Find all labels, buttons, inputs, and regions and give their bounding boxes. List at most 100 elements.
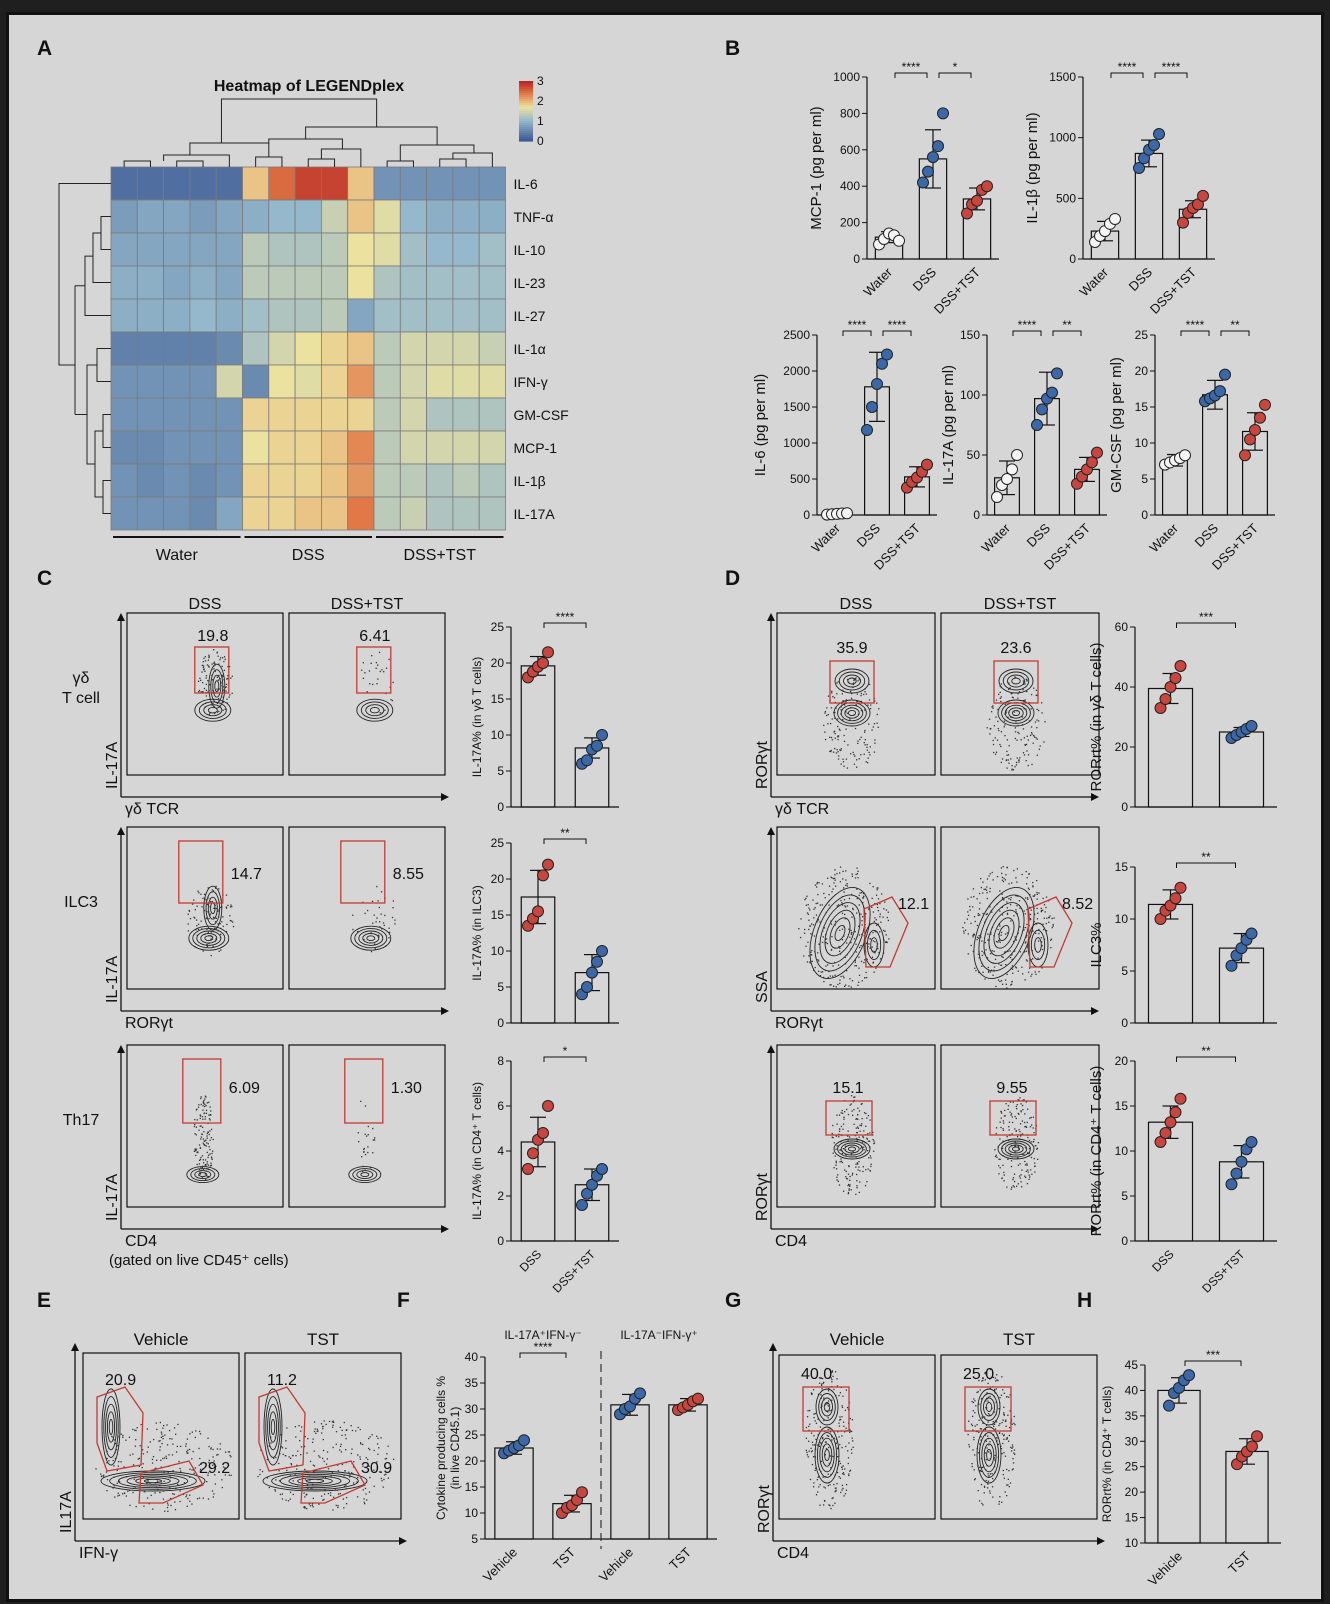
event-dot — [988, 970, 990, 972]
event-dot — [1011, 1157, 1013, 1159]
contour-line — [268, 1411, 278, 1443]
event-dot — [211, 1150, 214, 1152]
event-dot — [884, 901, 886, 903]
event-dot — [858, 981, 860, 983]
event-dot — [300, 1430, 302, 1432]
event-dot — [831, 1436, 833, 1438]
event-dot — [840, 899, 842, 902]
event-dot — [841, 1484, 844, 1487]
event-dot — [832, 1136, 834, 1139]
event-dot — [866, 749, 868, 751]
y-tick-label: 15 — [1125, 1511, 1139, 1525]
heatmap-cell — [163, 232, 191, 267]
x-tick-label: Vehicle — [1145, 1549, 1185, 1589]
event-dot — [987, 1437, 990, 1440]
event-dot — [845, 879, 847, 881]
event-dot — [850, 1095, 853, 1097]
heatmap-cell — [189, 199, 217, 234]
event-dot — [1024, 1126, 1026, 1128]
event-dot — [1015, 909, 1017, 911]
event-dot — [1003, 899, 1005, 901]
event-dot — [322, 1438, 324, 1441]
heatmap-cell — [373, 265, 401, 300]
y-tick-label: 0 — [497, 1016, 504, 1030]
event-dot — [218, 688, 220, 690]
event-dot — [174, 1508, 177, 1511]
event-dot — [366, 691, 368, 693]
event-dot — [266, 1458, 268, 1461]
event-dot — [819, 1426, 822, 1428]
x-tick-label: Water — [808, 520, 843, 555]
event-dot — [278, 1462, 280, 1465]
event-dot — [313, 1450, 315, 1452]
panel-label-a: A — [37, 37, 52, 60]
event-dot — [1035, 694, 1037, 697]
event-dot — [850, 1448, 853, 1451]
y-tick-label: 35 — [1125, 1409, 1139, 1423]
data-point — [1174, 881, 1187, 894]
contour-line — [1011, 677, 1021, 685]
event-dot — [849, 1428, 851, 1431]
event-dot — [377, 1437, 379, 1440]
event-dot — [997, 720, 999, 723]
heatmap-cell — [136, 298, 165, 333]
event-dot — [160, 1482, 163, 1484]
event-dot — [863, 906, 865, 909]
event-dot — [1002, 1120, 1005, 1122]
data-point — [1197, 189, 1209, 202]
event-dot — [382, 1486, 384, 1488]
event-dot — [857, 700, 859, 702]
event-dot — [201, 1133, 203, 1136]
event-dot — [1009, 899, 1012, 901]
event-dot — [203, 668, 205, 670]
flow-plot-frame — [288, 612, 446, 776]
y-tick-label: 0 — [1069, 252, 1076, 266]
event-dot — [841, 1468, 844, 1470]
event-dot — [197, 1106, 200, 1108]
event-dot — [849, 978, 851, 980]
event-dot — [1029, 967, 1031, 969]
event-dot — [992, 739, 994, 742]
event-dot — [1004, 1109, 1006, 1112]
event-dot — [193, 1150, 195, 1152]
event-dot — [852, 1172, 854, 1175]
event-dot — [1001, 956, 1003, 958]
event-dot — [864, 744, 866, 746]
event-dot — [828, 885, 831, 887]
event-dot — [851, 980, 854, 982]
event-dot — [1006, 1186, 1008, 1188]
event-dot — [1017, 724, 1019, 727]
event-dot — [981, 1502, 983, 1505]
event-dot — [829, 1428, 831, 1430]
event-dot — [280, 1434, 282, 1436]
event-dot — [1013, 1173, 1016, 1175]
contour-line — [976, 1426, 1002, 1484]
event-dot — [864, 1142, 866, 1144]
heatmap-cell — [110, 199, 138, 234]
event-dot — [846, 942, 848, 944]
event-dot — [850, 933, 853, 936]
event-dot — [1023, 926, 1025, 929]
event-dot — [201, 928, 203, 930]
event-dot — [838, 1422, 840, 1424]
event-dot — [991, 926, 994, 929]
event-dot — [1031, 1173, 1033, 1175]
event-dot — [1011, 1447, 1013, 1449]
event-dot — [296, 1464, 298, 1466]
event-dot — [1020, 1174, 1022, 1176]
flow-gate-value: 35.9 — [836, 640, 867, 657]
event-dot — [1028, 720, 1031, 722]
y-axis-label: RORrt% (in CD4⁺ T cells) — [1088, 1066, 1105, 1237]
event-dot — [1006, 907, 1009, 909]
event-dot — [295, 1436, 297, 1438]
event-dot — [200, 1096, 202, 1098]
event-dot — [839, 953, 842, 955]
event-dot — [1017, 1112, 1019, 1115]
event-dot — [313, 1421, 316, 1423]
event-dot — [844, 1153, 847, 1155]
event-dot — [833, 985, 835, 987]
event-dot — [211, 668, 213, 671]
event-dot — [822, 976, 825, 979]
colorbar-segment — [519, 101, 533, 104]
